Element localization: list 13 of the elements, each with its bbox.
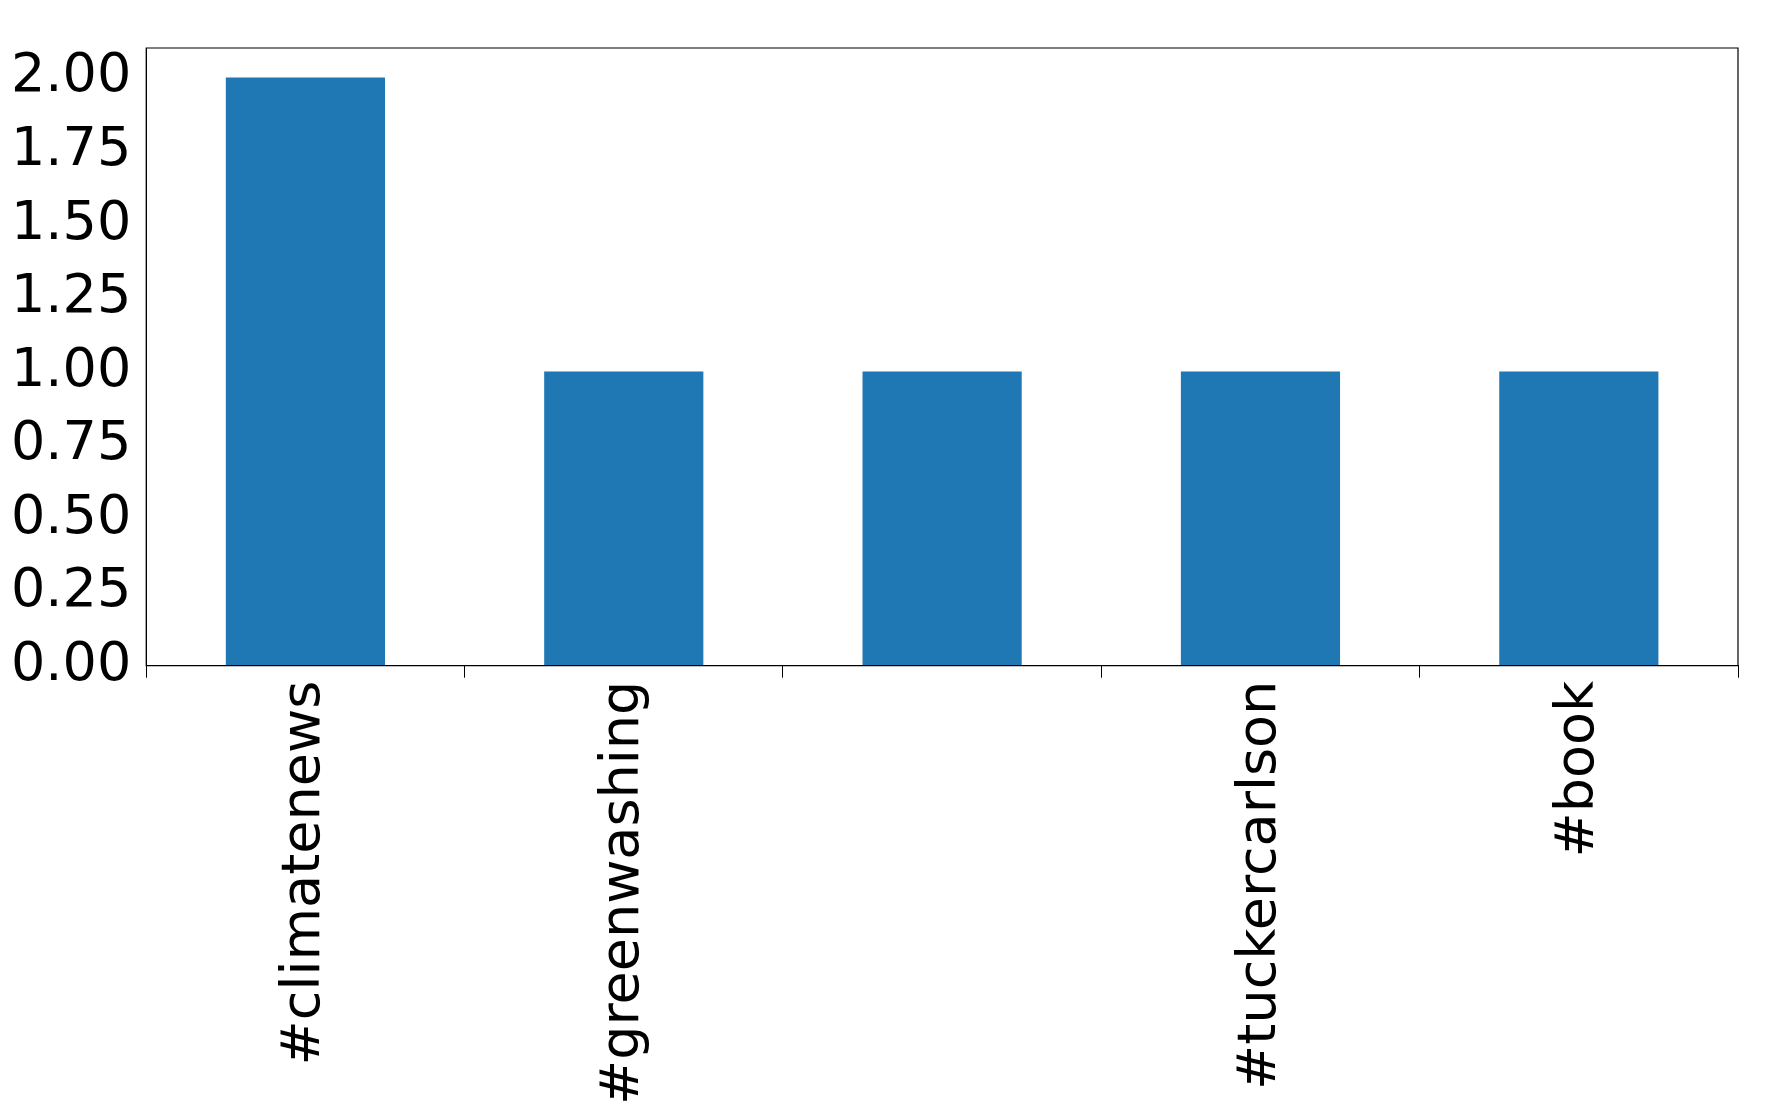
y-tick-label: 1.75 xyxy=(11,114,132,178)
x-tick-label: #climatenews xyxy=(269,680,333,1066)
y-tick-label: 1.25 xyxy=(11,262,132,326)
x-tick-label: #book xyxy=(1542,679,1606,858)
x-tick-label: #tuckercarlson xyxy=(1224,680,1288,1090)
y-tick-label: 0.00 xyxy=(11,629,132,693)
y-tick-label: 1.50 xyxy=(11,188,132,252)
y-tick-label: 1.00 xyxy=(11,335,132,399)
y-tick-label: 0.50 xyxy=(11,482,132,546)
y-tick-label: 0.25 xyxy=(11,556,132,620)
y-tick-label: 2.00 xyxy=(11,41,132,105)
y-tick-label: 0.75 xyxy=(11,409,132,473)
x-tick-label: #greenwashing xyxy=(587,680,651,1105)
